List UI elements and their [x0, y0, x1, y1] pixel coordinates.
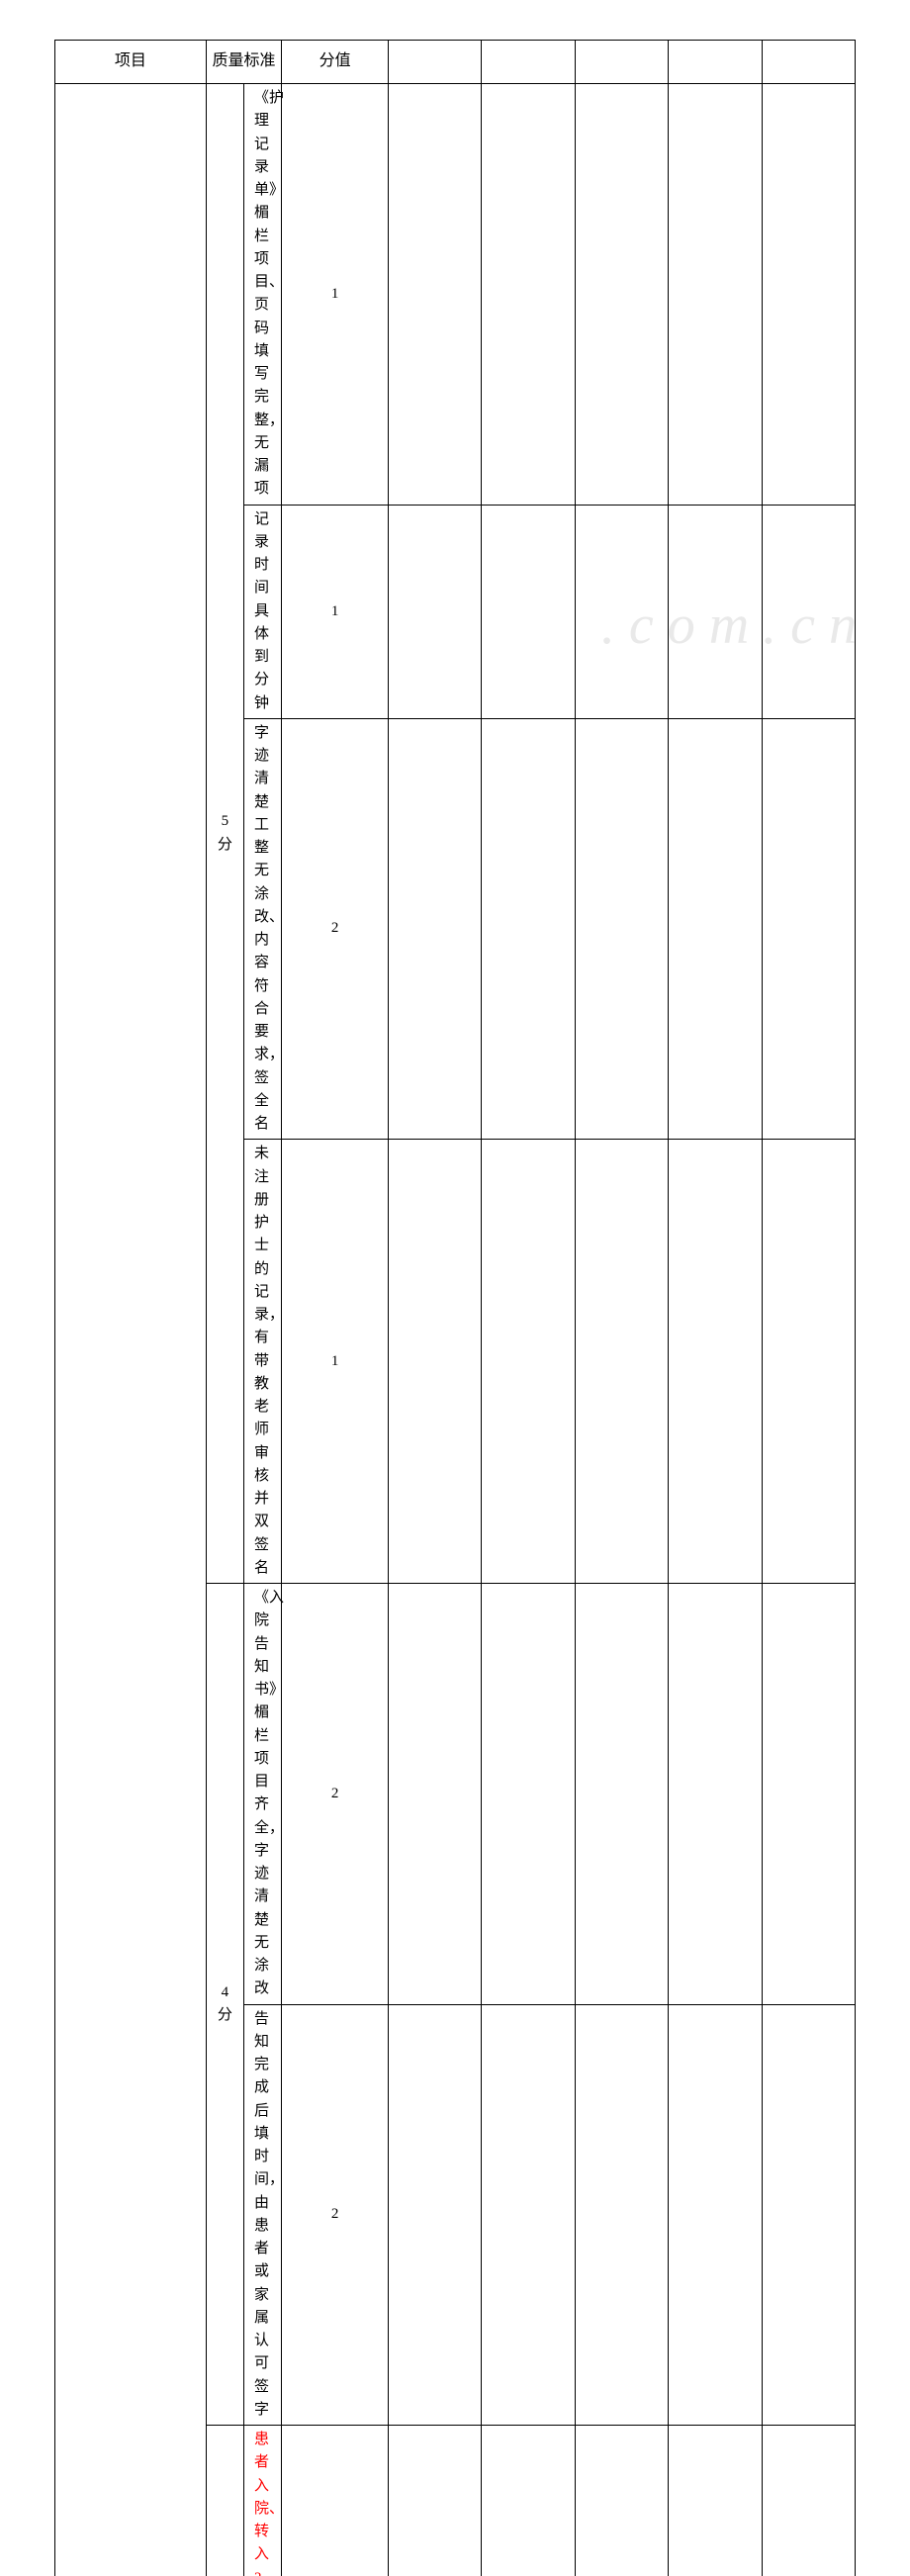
blank-cell: [669, 1584, 762, 2005]
table-row: 过程(98 分)5分《护理记录单》楣栏项目、页码填写完整，无漏项1: [55, 84, 856, 506]
blank-cell: [575, 2426, 668, 2576]
blank-cell: [669, 505, 762, 718]
col-header-score: 分值: [282, 41, 389, 84]
score-cell: 2: [282, 2004, 389, 2426]
col-blank-5: [762, 41, 855, 84]
blank-cell: [575, 718, 668, 1140]
score-cell: 1: [282, 1140, 389, 1584]
blank-cell: [389, 1140, 482, 1584]
blank-cell: [762, 84, 855, 506]
score-cell: 2: [282, 1584, 389, 2005]
blank-cell: [669, 84, 762, 506]
col-blank-4: [669, 41, 762, 84]
col-header-standard: 质量标准: [206, 41, 281, 84]
score-cell: 1: [282, 84, 389, 506]
score-cell: 1: [282, 2426, 389, 2576]
standard-desc: 字迹清楚工整无涂改、内容符合要求，签全名: [243, 718, 281, 1140]
blank-cell: [575, 1140, 668, 1584]
blank-cell: [482, 718, 575, 1140]
blank-cell: [389, 2004, 482, 2426]
blank-cell: [575, 2004, 668, 2426]
blank-cell: [575, 84, 668, 506]
quality-standard-table: 项目 质量标准 分值 过程(98 分)5分《护理记录单》楣栏项目、页码填写完整，…: [54, 40, 856, 2576]
standard-desc: 患者入院、转入 2 小时内进行自理能力评估并记录: [243, 2426, 281, 2576]
blank-cell: [575, 1584, 668, 2005]
standard-desc: 《入院告知书》楣栏项目齐全，字迹清楚无涂改: [243, 1584, 281, 2005]
blank-cell: [669, 2004, 762, 2426]
blank-cell: [669, 718, 762, 1140]
blank-cell: [389, 505, 482, 718]
blank-cell: [762, 2004, 855, 2426]
blank-cell: [762, 2426, 855, 2576]
blank-cell: [762, 718, 855, 1140]
sub-score-cell: 3分: [206, 2426, 243, 2576]
blank-cell: [762, 1140, 855, 1584]
blank-cell: [762, 1584, 855, 2005]
blank-cell: [575, 505, 668, 718]
blank-cell: [482, 1140, 575, 1584]
blank-cell: [482, 2426, 575, 2576]
blank-cell: [389, 1584, 482, 2005]
score-cell: 1: [282, 505, 389, 718]
standard-desc: 未注册护士的记录，有带教老师审核并双签名: [243, 1140, 281, 1584]
col-header-project: 项目: [55, 41, 207, 84]
standard-desc: 《护理记录单》楣栏项目、页码填写完整，无漏项: [243, 84, 281, 506]
blank-cell: [482, 84, 575, 506]
project-cell: 过程(98 分): [55, 84, 207, 2576]
blank-cell: [482, 1584, 575, 2005]
table-header-row: 项目 质量标准 分值: [55, 41, 856, 84]
blank-cell: [669, 1140, 762, 1584]
score-cell: 2: [282, 718, 389, 1140]
blank-cell: [482, 2004, 575, 2426]
blank-cell: [389, 2426, 482, 2576]
sub-score-cell: 4分: [206, 1584, 243, 2426]
blank-cell: [482, 505, 575, 718]
blank-cell: [389, 718, 482, 1140]
blank-cell: [669, 2426, 762, 2576]
standard-desc: 记录时间具体到分钟: [243, 505, 281, 718]
col-blank-2: [482, 41, 575, 84]
col-blank-1: [389, 41, 482, 84]
standard-desc: 告知完成后填时间，由患者或家属认可签字: [243, 2004, 281, 2426]
col-blank-3: [575, 41, 668, 84]
blank-cell: [389, 84, 482, 506]
sub-score-cell: 5分: [206, 84, 243, 1584]
blank-cell: [762, 505, 855, 718]
